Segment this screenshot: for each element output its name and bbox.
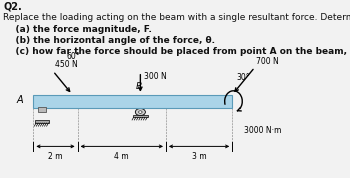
Circle shape [139,111,142,113]
Text: 3 m: 3 m [192,152,206,161]
Bar [38,107,46,112]
Text: A: A [17,95,23,105]
Text: 300 N: 300 N [144,72,167,81]
Text: (a) the force magnitude, F.: (a) the force magnitude, F. [3,25,152,34]
Bar [35,120,49,123]
Bar [133,114,148,117]
Text: B: B [136,82,142,91]
Text: 30°: 30° [236,72,250,82]
Text: 4 m: 4 m [114,152,129,161]
Circle shape [135,109,145,116]
Text: 3000 N·m: 3000 N·m [244,126,281,135]
Text: (c) how far the force should be placed from point A on the beam, x.: (c) how far the force should be placed f… [3,47,350,56]
Text: 60°: 60° [67,52,80,61]
Text: 700 N: 700 N [256,57,279,66]
Text: Q2.: Q2. [3,2,22,12]
Text: 2 m: 2 m [48,152,63,161]
Text: Replace the loading acting on the beam with a single resultant force. Determine: Replace the loading acting on the beam w… [3,14,350,22]
Text: 450 N: 450 N [55,60,78,69]
Bar [33,95,232,108]
Text: (b) the horizontal angle of the force, θ.: (b) the horizontal angle of the force, θ… [3,36,215,45]
